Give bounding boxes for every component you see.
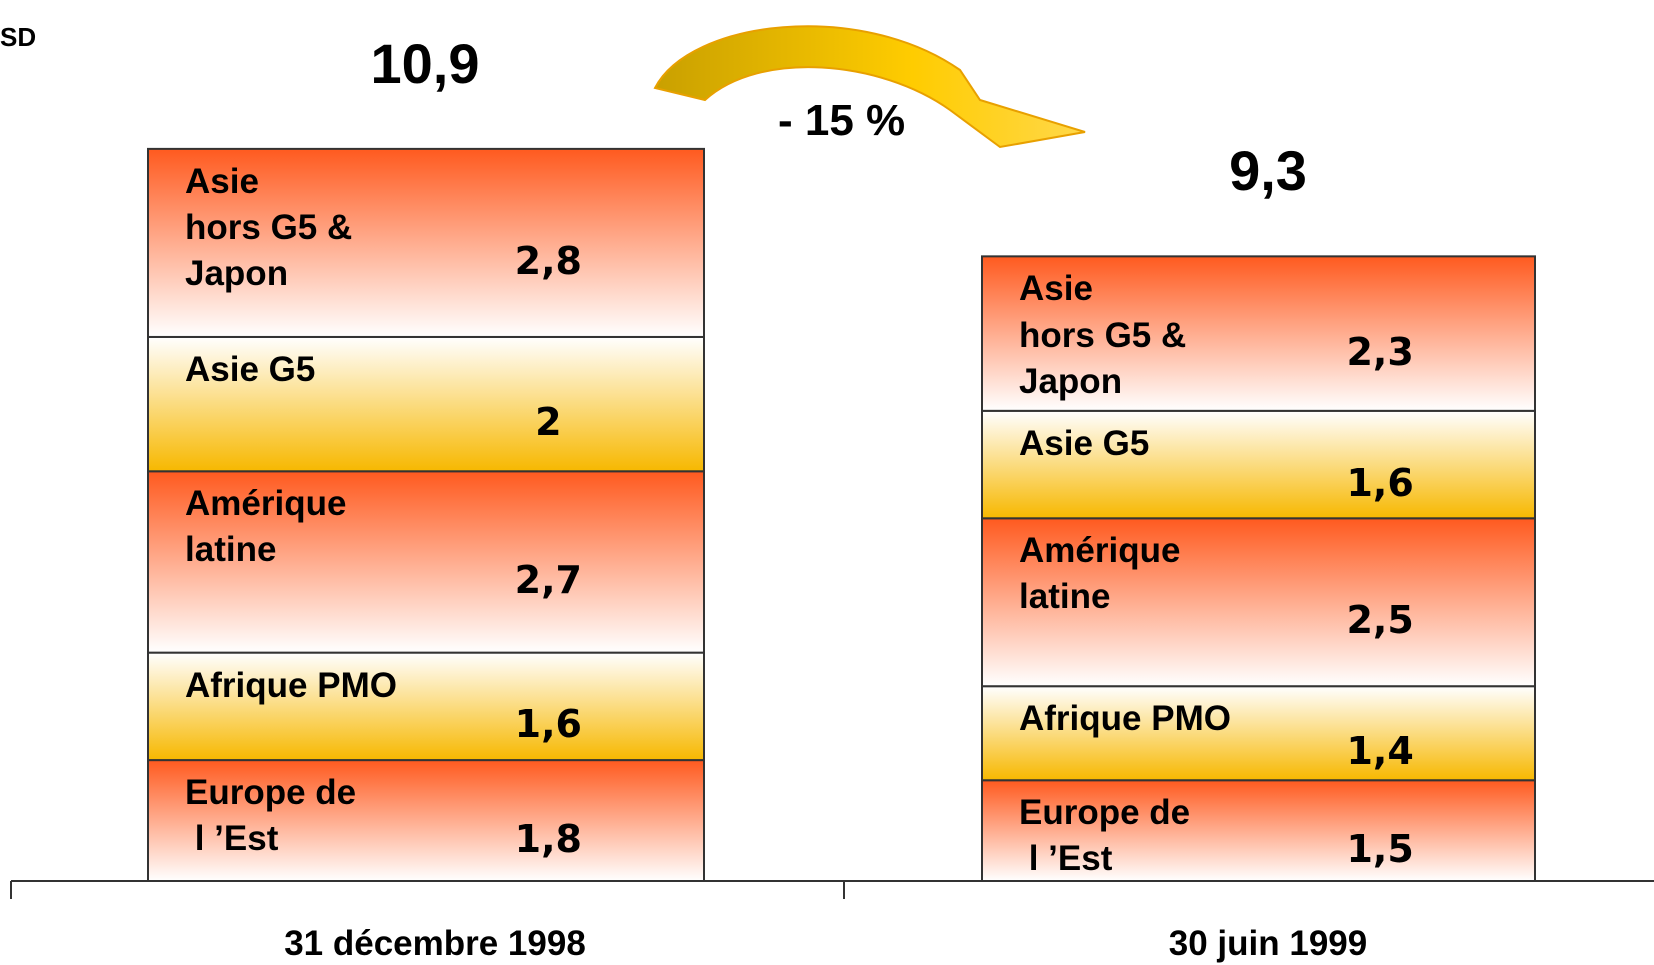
value-label: 2,8: [514, 238, 582, 283]
bar-segment: [147, 651, 705, 762]
segment-name: Asie G5: [185, 349, 316, 389]
segment-name: Afrique PMO: [185, 665, 397, 705]
value-label: 1,5: [1346, 826, 1414, 871]
segment-name: Asie hors G5 & Japon: [185, 161, 353, 294]
segment-name: Amérique latine: [185, 484, 347, 570]
x-tick-label: 30 juin 1999: [1168, 923, 1368, 963]
value-label: 2: [535, 400, 562, 445]
bar-segment: [147, 147, 705, 338]
x-tick-label: 31 décembre 1998: [284, 923, 586, 963]
bar-segment: [981, 779, 1536, 882]
segment-name: Europe de l ’Est: [185, 773, 357, 859]
total-label: 10,9: [370, 31, 480, 95]
segment-name: Afrique PMO: [1019, 699, 1231, 739]
arrow: [653, 25, 1086, 149]
value-label: 1,6: [1346, 460, 1414, 505]
annotation: - 15 %: [778, 96, 906, 145]
bar-segment: [981, 255, 1536, 412]
value-label: 2,3: [1346, 329, 1414, 374]
value-label: 1,4: [1346, 729, 1414, 774]
bar-segment: [147, 759, 705, 882]
bar-segment: [147, 335, 705, 473]
segment-name: Asie hors G5 & Japon: [1019, 269, 1187, 401]
bar-segment: [981, 685, 1536, 782]
unit-label: SD: [0, 22, 37, 52]
value-label: 1,6: [514, 702, 582, 747]
segment-name: Europe de l ’Est: [1019, 793, 1191, 879]
value-label: 2,5: [1346, 598, 1414, 643]
bar-segment: [981, 409, 1536, 520]
bar-segment: [147, 470, 705, 654]
value-label: 2,7: [514, 557, 582, 602]
value-label: 1,8: [514, 816, 582, 861]
total-label: 9,3: [1229, 139, 1307, 203]
segment-name: Amérique latine: [1019, 531, 1181, 617]
segment-name: Asie G5: [1019, 423, 1150, 463]
